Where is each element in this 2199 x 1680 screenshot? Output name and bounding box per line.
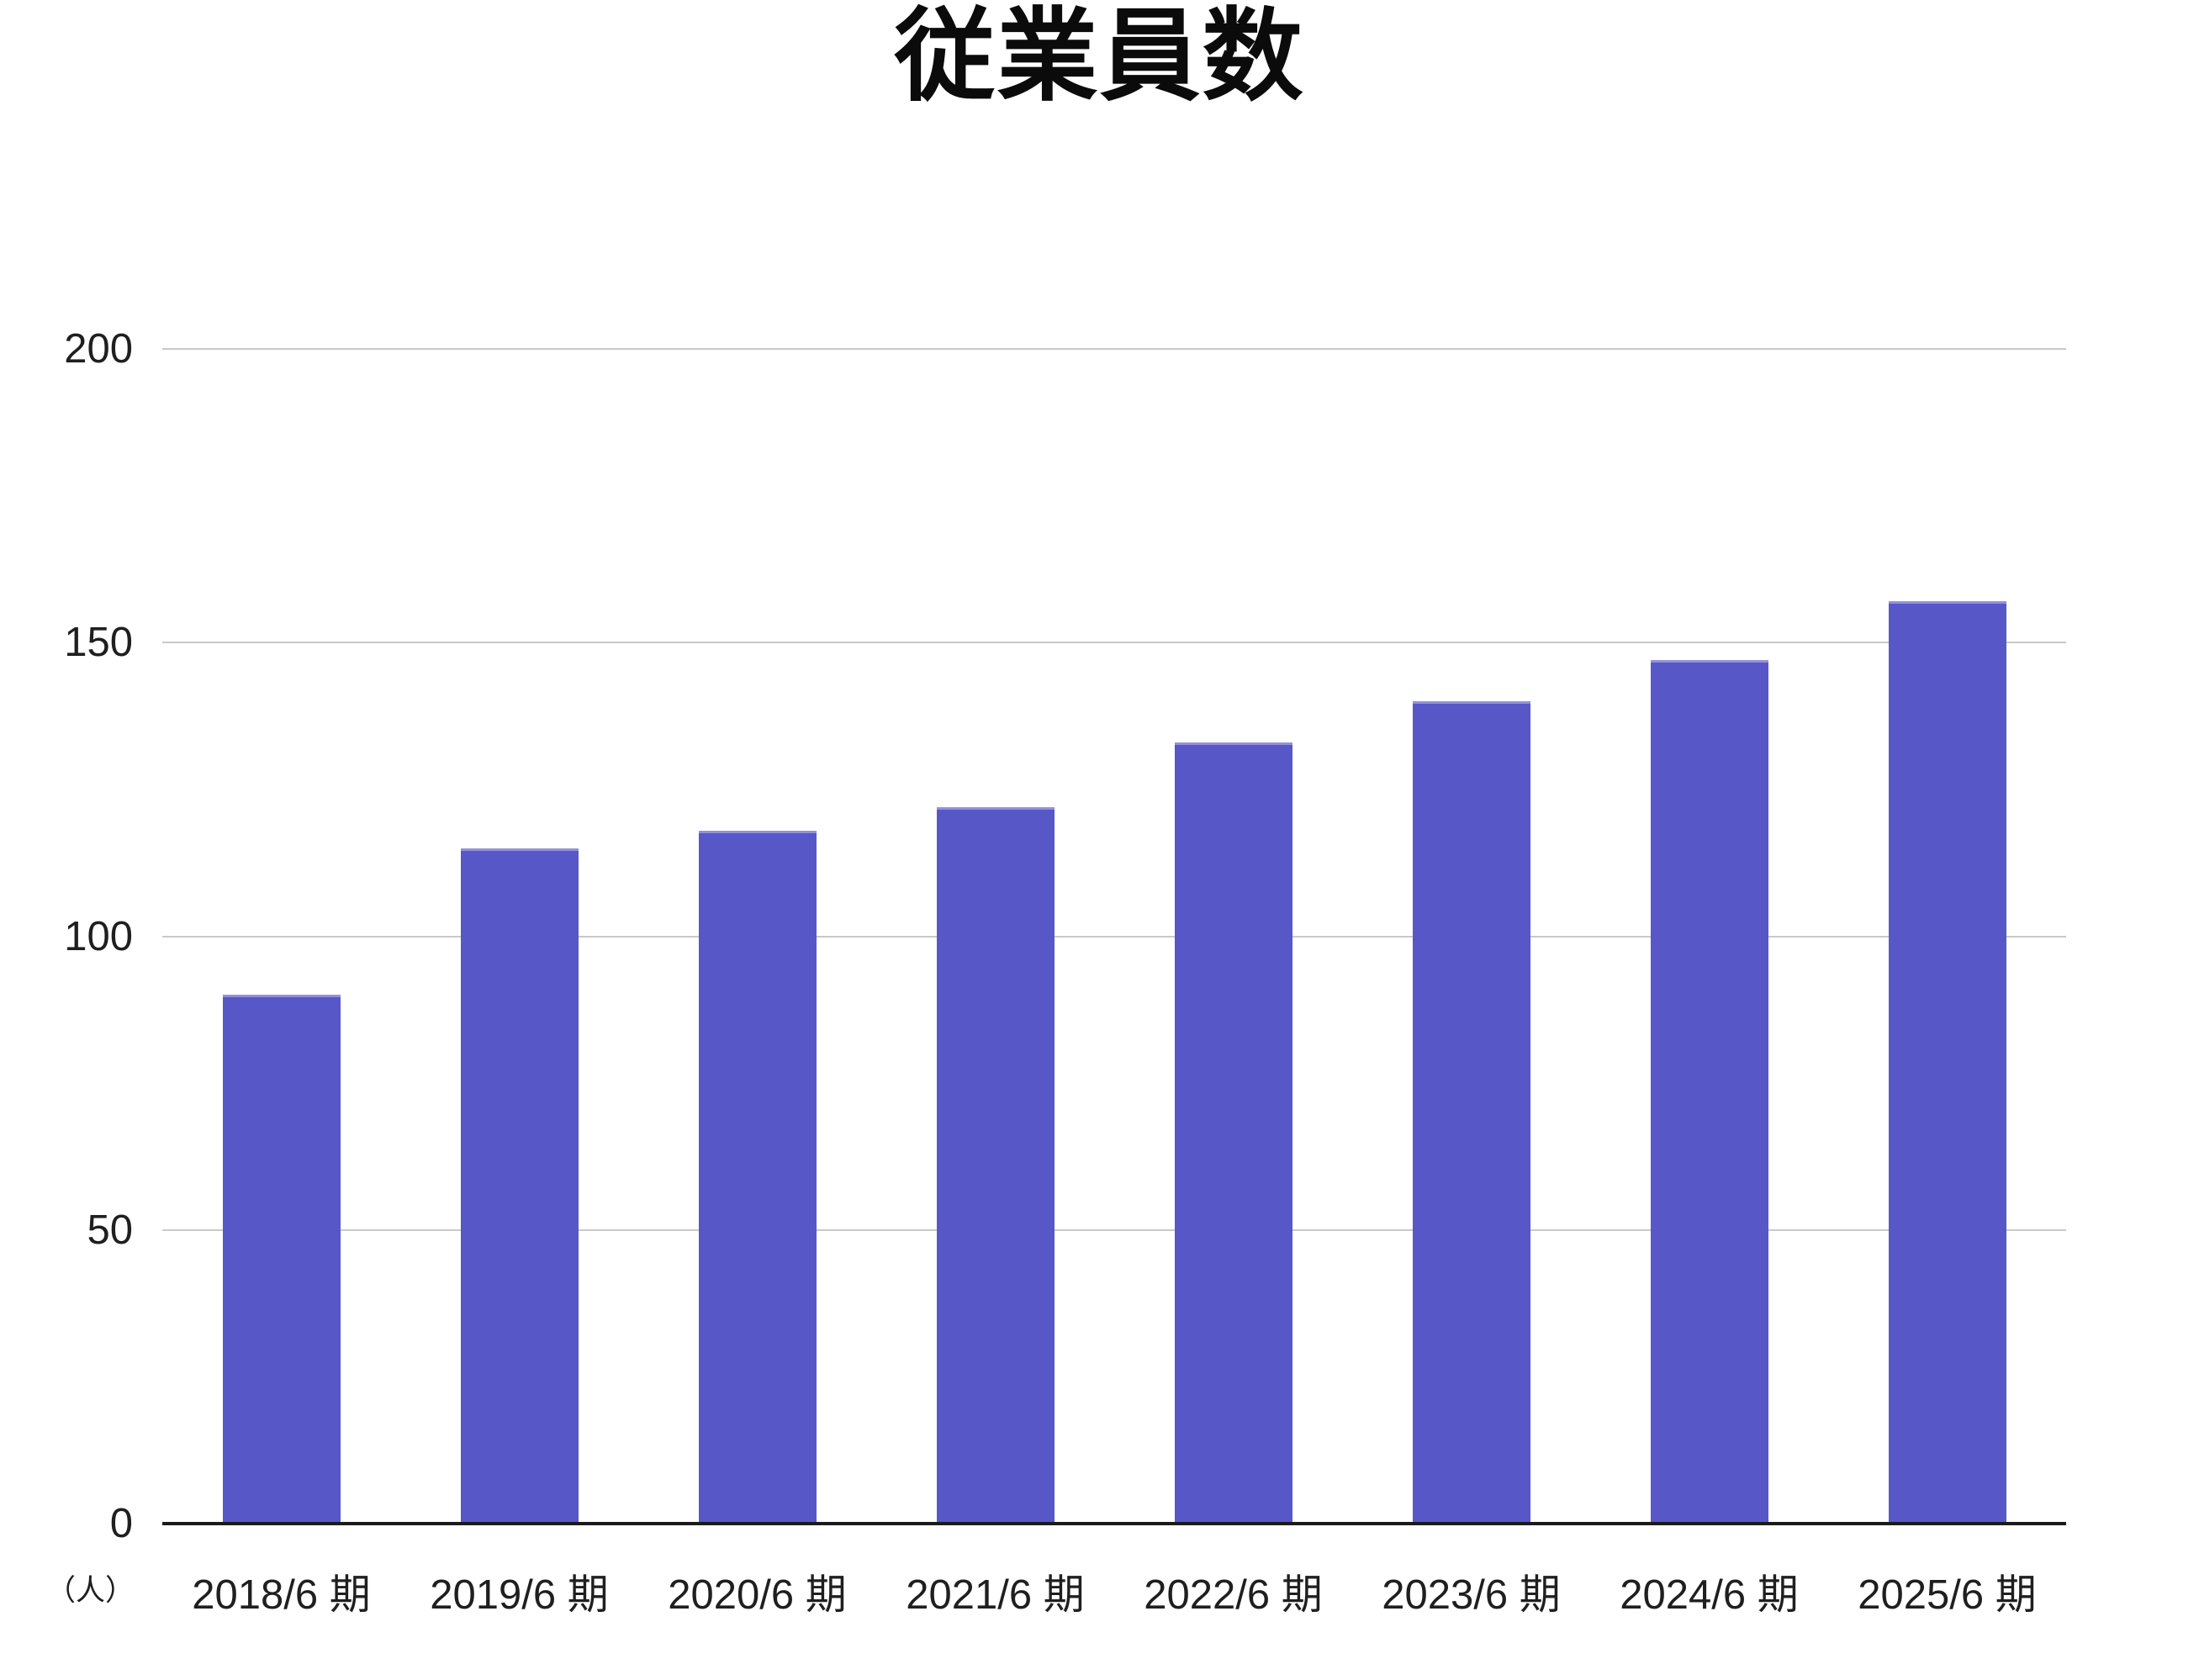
bar-20246 [1650,660,1768,1524]
gridline-200 [162,348,2066,350]
y-axis-unit-label: （人） [45,1574,135,1607]
bar-20236 [1412,701,1530,1524]
x-tick-label-20196: 2019/6 期 [430,1572,609,1618]
y-tick-label-150: 150 [64,620,133,666]
x-tick-label-20236: 2023/6 期 [1382,1572,1561,1618]
gridline-100 [162,935,2066,938]
x-tick-label-20216: 2021/6 期 [906,1572,1085,1618]
chart-title: 従業員数 [894,0,1305,113]
bar-20226 [1174,742,1292,1524]
x-tick-label-20246: 2024/6 期 [1620,1572,1799,1618]
y-tick-label-0: 0 [109,1501,133,1546]
x-tick-label-20186: 2018/6 期 [192,1572,371,1618]
x-tick-label-20226: 2022/6 期 [1144,1572,1323,1618]
bar-20206 [698,830,817,1524]
x-tick-label-20206: 2020/6 期 [668,1572,847,1618]
gridline-50 [162,1228,2066,1231]
y-tick-label-50: 50 [87,1207,133,1253]
x-tick-label-20256: 2025/6 期 [1858,1572,2037,1618]
gridline-150 [162,642,2066,644]
y-tick-label-100: 100 [64,913,133,959]
bar-20186 [222,995,341,1524]
bar-20196 [460,848,579,1524]
x-axis-line [162,1522,2066,1525]
y-tick-label-200: 200 [64,326,133,372]
bar-20256 [1888,601,2006,1524]
bar-20216 [936,806,1055,1524]
